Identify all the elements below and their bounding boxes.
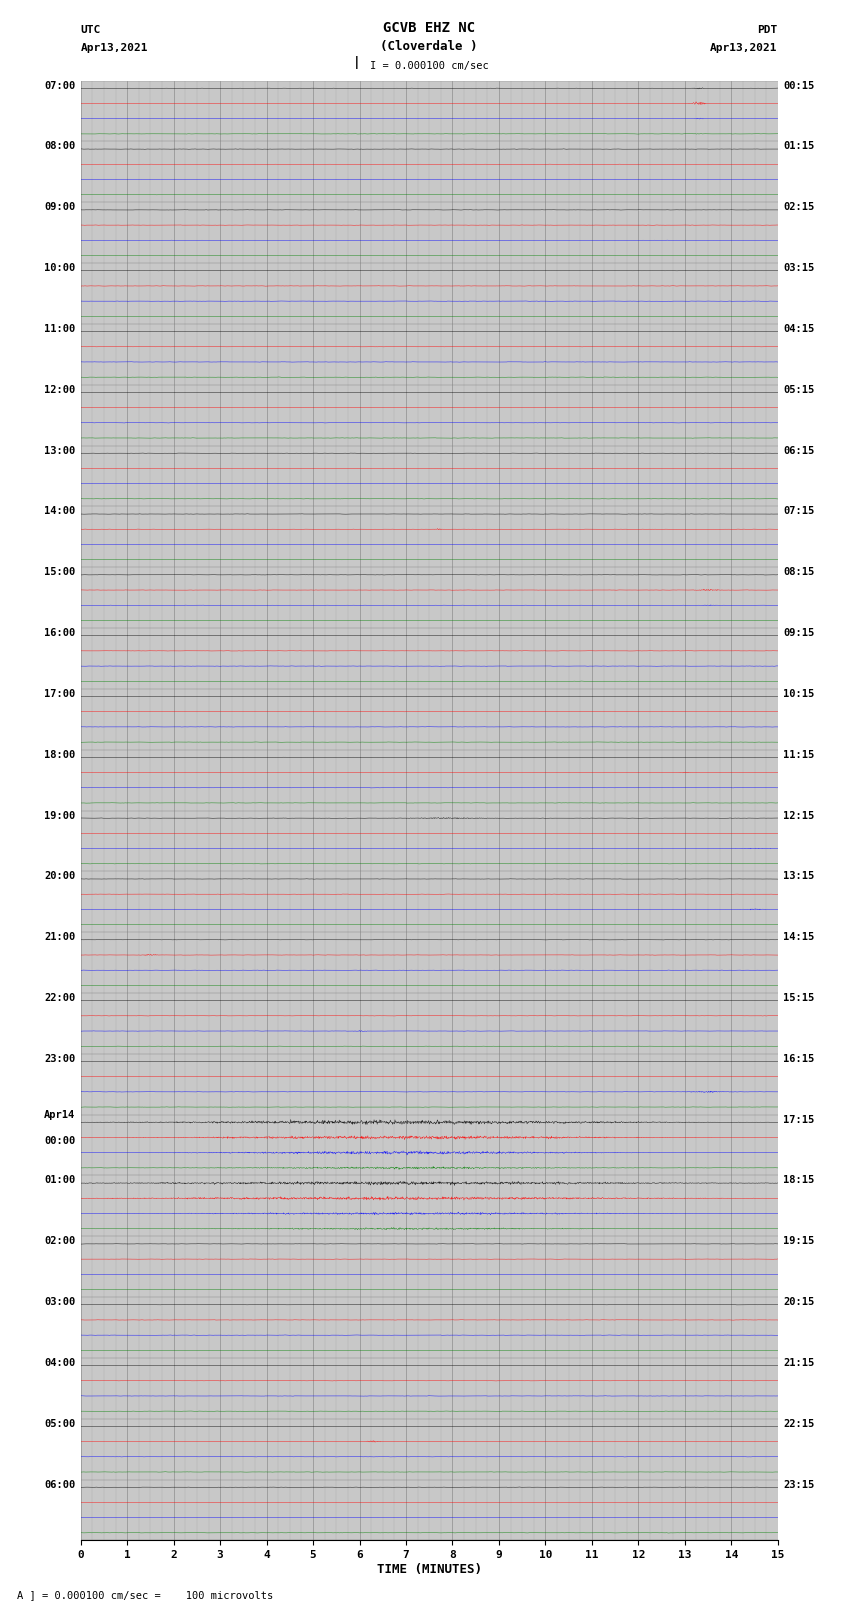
Text: 11:15: 11:15 xyxy=(784,750,814,760)
Text: 09:00: 09:00 xyxy=(44,202,75,213)
Text: Apr13,2021: Apr13,2021 xyxy=(81,44,148,53)
Text: GCVB EHZ NC: GCVB EHZ NC xyxy=(383,21,475,35)
Text: 21:00: 21:00 xyxy=(44,932,75,942)
Text: 16:15: 16:15 xyxy=(784,1053,814,1065)
Text: 04:15: 04:15 xyxy=(784,324,814,334)
Text: 16:00: 16:00 xyxy=(44,627,75,639)
Text: PDT: PDT xyxy=(757,24,778,35)
Text: 05:15: 05:15 xyxy=(784,386,814,395)
Text: 00:00: 00:00 xyxy=(44,1136,75,1145)
Text: 20:00: 20:00 xyxy=(44,871,75,881)
Text: 08:15: 08:15 xyxy=(784,568,814,577)
Text: 06:00: 06:00 xyxy=(44,1479,75,1489)
Text: 01:00: 01:00 xyxy=(44,1176,75,1186)
Text: 14:15: 14:15 xyxy=(784,932,814,942)
Text: 09:15: 09:15 xyxy=(784,627,814,639)
Text: Apr13,2021: Apr13,2021 xyxy=(711,44,778,53)
Text: 08:00: 08:00 xyxy=(44,142,75,152)
Text: 02:00: 02:00 xyxy=(44,1236,75,1247)
Text: 19:15: 19:15 xyxy=(784,1236,814,1247)
Text: 19:00: 19:00 xyxy=(44,811,75,821)
Text: 07:15: 07:15 xyxy=(784,506,814,516)
Text: 10:00: 10:00 xyxy=(44,263,75,273)
Text: 14:00: 14:00 xyxy=(44,506,75,516)
Text: 18:15: 18:15 xyxy=(784,1176,814,1186)
Text: 13:00: 13:00 xyxy=(44,445,75,455)
Text: 05:00: 05:00 xyxy=(44,1419,75,1429)
Text: 15:15: 15:15 xyxy=(784,994,814,1003)
Text: |: | xyxy=(354,55,360,69)
Text: 22:15: 22:15 xyxy=(784,1419,814,1429)
Text: 15:00: 15:00 xyxy=(44,568,75,577)
Text: 06:15: 06:15 xyxy=(784,445,814,455)
Text: UTC: UTC xyxy=(81,24,101,35)
Text: 03:15: 03:15 xyxy=(784,263,814,273)
Text: 03:00: 03:00 xyxy=(44,1297,75,1307)
Text: A ] = 0.000100 cm/sec =    100 microvolts: A ] = 0.000100 cm/sec = 100 microvolts xyxy=(17,1590,273,1600)
Text: 13:15: 13:15 xyxy=(784,871,814,881)
Text: 20:15: 20:15 xyxy=(784,1297,814,1307)
Text: 04:00: 04:00 xyxy=(44,1358,75,1368)
Text: 22:00: 22:00 xyxy=(44,994,75,1003)
Text: (Cloverdale ): (Cloverdale ) xyxy=(381,40,478,53)
Text: 18:00: 18:00 xyxy=(44,750,75,760)
Text: 00:15: 00:15 xyxy=(784,81,814,90)
Text: 02:15: 02:15 xyxy=(784,202,814,213)
Text: 17:00: 17:00 xyxy=(44,689,75,698)
Text: 01:15: 01:15 xyxy=(784,142,814,152)
Text: 23:15: 23:15 xyxy=(784,1479,814,1489)
Text: I = 0.000100 cm/sec: I = 0.000100 cm/sec xyxy=(370,61,489,71)
Text: 17:15: 17:15 xyxy=(784,1115,814,1124)
Text: 23:00: 23:00 xyxy=(44,1053,75,1065)
Text: 21:15: 21:15 xyxy=(784,1358,814,1368)
Text: 07:00: 07:00 xyxy=(44,81,75,90)
X-axis label: TIME (MINUTES): TIME (MINUTES) xyxy=(377,1563,482,1576)
Text: Apr14: Apr14 xyxy=(44,1110,75,1119)
Text: 12:15: 12:15 xyxy=(784,811,814,821)
Text: 10:15: 10:15 xyxy=(784,689,814,698)
Text: 11:00: 11:00 xyxy=(44,324,75,334)
Text: 12:00: 12:00 xyxy=(44,386,75,395)
